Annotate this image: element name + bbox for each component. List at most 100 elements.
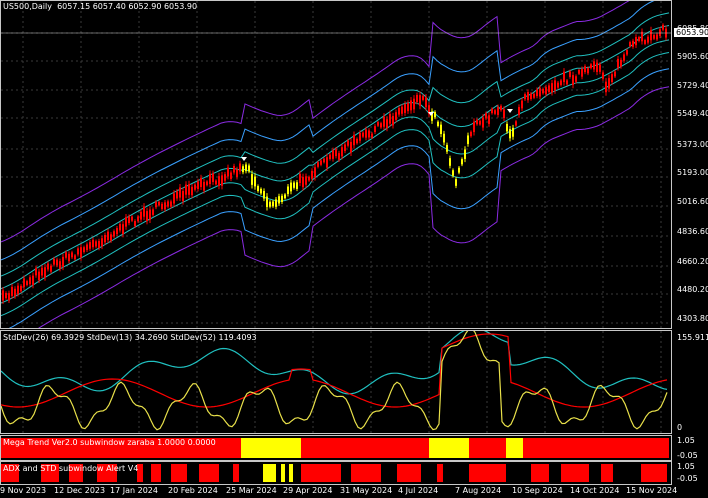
- candle-body: [422, 95, 424, 100]
- candle-body: [614, 71, 616, 77]
- candle-body: [194, 184, 196, 190]
- candle-body: [8, 293, 10, 301]
- adx-segment: [41, 464, 59, 482]
- signal-arrow-icon: [507, 109, 513, 113]
- candle-body: [356, 138, 358, 144]
- stddev-chart: [1, 331, 668, 433]
- adx-segment: [171, 464, 187, 482]
- candle-body: [638, 37, 640, 41]
- candle-body: [317, 162, 319, 167]
- price-tick-label: 5549.40: [677, 109, 708, 118]
- candle-body: [500, 105, 502, 111]
- time-tick-label: 7 Aug 2024: [455, 486, 502, 495]
- candle-body: [524, 94, 526, 100]
- candle-body: [266, 196, 268, 207]
- candle-body: [218, 176, 220, 186]
- price-tick-label: 5729.40: [677, 81, 708, 90]
- price-chart: [1, 1, 671, 328]
- mega-trend-segment: [469, 438, 506, 458]
- candle-body: [74, 255, 76, 260]
- candle-body: [497, 107, 499, 115]
- candle-body: [236, 169, 238, 177]
- candle-body: [101, 238, 103, 247]
- band-line: [1, 52, 670, 317]
- adx-segment: [137, 464, 143, 482]
- price-tick-label: 4836.60: [677, 227, 708, 236]
- time-tick-label: 31 May 2024: [340, 486, 393, 495]
- candle-body: [92, 239, 94, 248]
- candle-body: [224, 174, 226, 181]
- candle-body: [134, 220, 136, 227]
- candle-body: [125, 217, 127, 227]
- candle-body: [350, 141, 352, 153]
- candle-body: [296, 182, 298, 189]
- time-tick-label: 17 Jan 2024: [110, 486, 158, 495]
- candle-body: [146, 211, 148, 222]
- candle-body: [185, 184, 187, 195]
- adx-segment: [151, 464, 161, 482]
- band-line: [8, 68, 670, 328]
- candle-body: [443, 133, 445, 143]
- candle-body: [491, 108, 493, 114]
- price-tick-label: 4660.20: [677, 257, 708, 266]
- candle-body: [242, 166, 244, 173]
- candle-body: [488, 115, 490, 124]
- candle-body: [53, 258, 55, 265]
- adx-segment: [1, 464, 19, 482]
- candle-body: [110, 234, 112, 241]
- candle-body: [551, 83, 553, 93]
- candle-body: [473, 121, 475, 133]
- candle-body: [287, 186, 289, 194]
- signal-arrow-icon: [428, 112, 434, 116]
- adx-pane[interactable]: ADX and STD subwindow Alert V4: [0, 461, 672, 485]
- price-scale[interactable]: 6085.805905.605729.405549.405373.005193.…: [672, 0, 708, 485]
- candle-body: [329, 154, 331, 160]
- candle-body: [518, 107, 520, 116]
- candle-body: [197, 181, 199, 190]
- adx-segment: [233, 464, 239, 482]
- candle-body: [278, 196, 280, 204]
- mega-trend-pane[interactable]: Mega Trend Ver2.0 subwindow zaraba 1.000…: [0, 435, 672, 461]
- candle-body: [575, 76, 577, 82]
- candle-body: [620, 59, 622, 67]
- candle-body: [17, 285, 19, 294]
- candle-body: [257, 186, 259, 192]
- time-axis[interactable]: 9 Nov 2023 12 Dec 2023 17 Jan 2024 20 Feb 2…: [0, 485, 708, 498]
- candle-body: [140, 211, 142, 220]
- time-tick-label: 15 Nov 2024: [626, 486, 678, 495]
- candle-body: [341, 147, 343, 157]
- candle-body: [209, 173, 211, 184]
- price-tick-label: 5373.00: [677, 140, 708, 149]
- candle-body: [581, 69, 583, 77]
- stddev-pane[interactable]: StdDev(26) 69.3929 StdDev(13) 34.2690 St…: [0, 330, 672, 434]
- candle-body: [557, 82, 559, 88]
- candle-body: [362, 132, 364, 137]
- price-chart-pane[interactable]: US500,Daily 6057.15 6057.40 6052.90 6053…: [0, 0, 672, 329]
- candle-body: [383, 116, 385, 127]
- candle-body: [248, 165, 250, 172]
- candle-body: [80, 247, 82, 258]
- candle-body: [530, 93, 532, 100]
- candle-body: [629, 42, 631, 47]
- adx-title: ADX and STD subwindow Alert V4: [3, 464, 139, 473]
- candle-body: [191, 186, 193, 196]
- adx-segment: [289, 464, 293, 482]
- candle-body: [596, 62, 598, 72]
- candle-body: [533, 93, 535, 98]
- candle-body: [65, 252, 67, 258]
- candle-body: [467, 135, 469, 144]
- candle-body: [416, 94, 418, 103]
- candle-body: [62, 256, 64, 267]
- candle-body: [647, 36, 649, 43]
- candle-body: [239, 163, 241, 172]
- candle-body: [395, 112, 397, 120]
- candle-body: [512, 127, 514, 137]
- candle-body: [59, 261, 61, 269]
- time-tick-label: 10 Sep 2024: [512, 486, 563, 495]
- price-tick-label: 4303.80: [677, 314, 708, 323]
- price-tick-label: 5193.00: [677, 168, 708, 177]
- candle-body: [632, 40, 634, 47]
- candle-body: [590, 64, 592, 69]
- candle-body: [602, 72, 604, 79]
- time-tick-label: 12 Dec 2023: [54, 486, 106, 495]
